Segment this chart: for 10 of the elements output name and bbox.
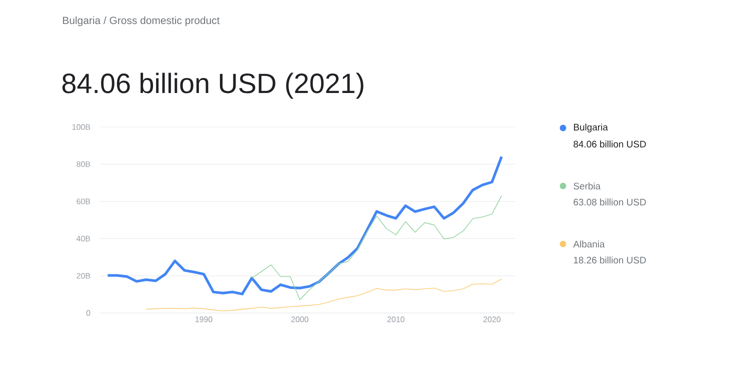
chart-title: 84.06 billion USD (2021) <box>62 72 364 99</box>
text: 63.08 billion USD <box>574 198 646 206</box>
text: 18.26 billion USD <box>574 256 646 264</box>
line-series <box>106 155 503 296</box>
text: 84.06 billion USD <box>574 140 646 148</box>
legend-label: Albania <box>573 240 605 248</box>
legend-label: Bulgaria <box>574 124 608 132</box>
line-series <box>251 195 502 300</box>
legend-label: Serbia <box>574 182 601 190</box>
chart-subtitle: Bulgaria / Gross domestic product <box>63 16 220 26</box>
